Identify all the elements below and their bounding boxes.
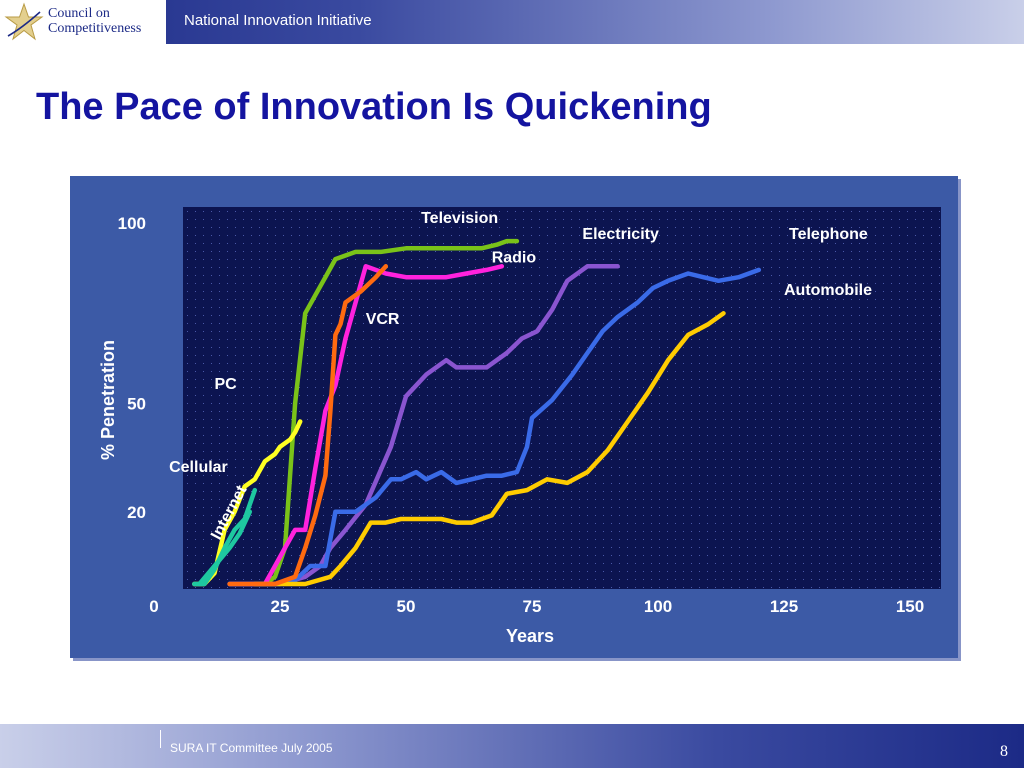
footer-text: SURA IT Committee July 2005 bbox=[170, 741, 333, 755]
x-tick-label: 125 bbox=[770, 597, 798, 616]
slide-title: The Pace of Innovation Is Quickening bbox=[36, 86, 712, 128]
series-line-automobile bbox=[252, 311, 726, 587]
x-tick-label: 50 bbox=[397, 597, 416, 616]
series-label-telephone: Telephone bbox=[789, 226, 868, 243]
y-tick-label: 100 bbox=[118, 214, 146, 233]
series-label-vcr: VCR bbox=[366, 311, 400, 328]
y-tick-label: 20 bbox=[127, 503, 146, 522]
logo: Council on Competitiveness bbox=[0, 0, 166, 44]
footer-bar bbox=[0, 724, 1024, 768]
series-label-radio: Radio bbox=[492, 250, 537, 267]
logo-text: Council on Competitiveness bbox=[48, 6, 141, 36]
x-tick-label: 25 bbox=[271, 597, 290, 616]
header-title: National Innovation Initiative bbox=[184, 12, 372, 29]
series-line-internet bbox=[197, 509, 253, 587]
series-line-radio bbox=[227, 264, 505, 587]
x-tick-label: 150 bbox=[896, 597, 924, 616]
y-tick-label: 50 bbox=[127, 395, 146, 414]
footer-separator bbox=[160, 730, 161, 748]
page-number: 8 bbox=[1000, 743, 1008, 760]
logo-line-1: Council on bbox=[48, 6, 110, 21]
x-tick-label: 0 bbox=[149, 597, 158, 616]
logo-line-2: Competitiveness bbox=[48, 21, 142, 36]
header-bar bbox=[0, 0, 1024, 44]
x-axis-label: Years bbox=[506, 626, 554, 646]
series-line-telephone bbox=[227, 267, 762, 587]
series-line-electricity bbox=[227, 264, 620, 587]
series-line-television bbox=[227, 238, 520, 587]
series-label-pc: PC bbox=[215, 376, 238, 393]
series-label-cellular: Cellular bbox=[169, 459, 228, 476]
star-logo-icon bbox=[4, 2, 44, 41]
plot-grid bbox=[183, 207, 941, 589]
series-label-electricity: Electricity bbox=[582, 226, 659, 243]
y-axis-label: % Penetration bbox=[98, 340, 118, 460]
x-tick-label: 100 bbox=[644, 597, 672, 616]
series-label-automobile: Automobile bbox=[784, 282, 872, 299]
series-label-television: Television bbox=[421, 210, 498, 227]
series-line-vcr bbox=[227, 264, 389, 587]
x-tick-label: 75 bbox=[523, 597, 542, 616]
